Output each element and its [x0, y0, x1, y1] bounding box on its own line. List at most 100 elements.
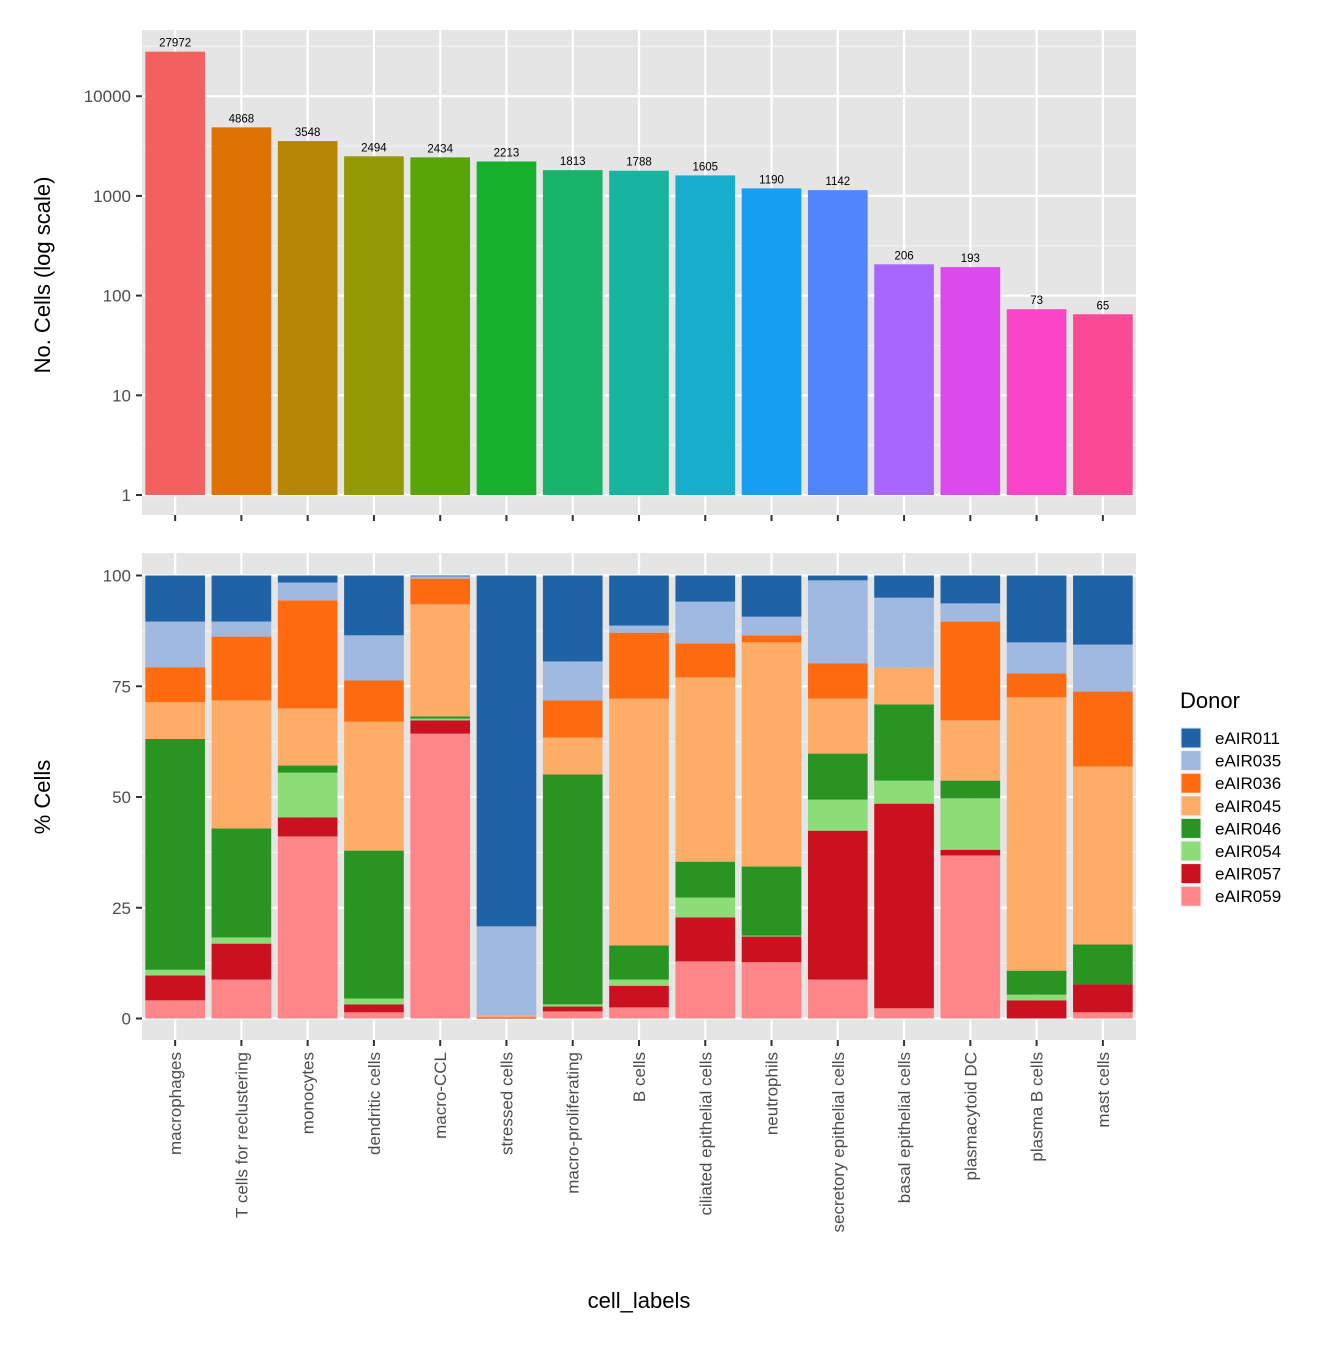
segment-eair046	[741, 866, 802, 936]
top-bar-labels: 27972 4868 3548 2494 2434 2213 1813 1788 1605 119…	[159, 38, 1109, 313]
segment-eair035	[1073, 644, 1133, 692]
segment-eair057	[211, 943, 272, 980]
segment-eair059	[940, 855, 1001, 1019]
segment-eair054	[542, 1004, 603, 1007]
bottom-y-axis: 0 25 50 75 100	[103, 567, 142, 1029]
segment-eair046	[1073, 944, 1133, 985]
segment-eair059	[609, 1007, 669, 1019]
bar-value-label: 1813	[560, 156, 586, 168]
segment-eair035	[1006, 642, 1067, 674]
segment-eair045	[476, 1015, 537, 1018]
segment-eair045	[940, 720, 1001, 781]
segment-eair059	[675, 961, 736, 1019]
segment-eair054	[1006, 994, 1067, 1001]
legend-title: Donor	[1180, 688, 1240, 713]
x-tick-label: dendritic cells	[365, 1052, 384, 1155]
stacked-bar-plasma-b-cells	[1006, 575, 1067, 1019]
bar-plasma-b-cells	[1006, 309, 1067, 495]
segment-eair036	[277, 600, 338, 709]
segment-eair046	[410, 716, 471, 719]
segment-eair011	[542, 575, 603, 662]
segment-eair045	[211, 700, 272, 829]
stacked-bar-neutrophils	[741, 575, 802, 1019]
segment-eair057	[874, 803, 934, 1009]
segment-eair054	[145, 969, 205, 976]
bar-macro-proliferating	[542, 170, 603, 495]
bar-value-label: 1788	[626, 157, 652, 169]
legend-swatch	[1181, 773, 1201, 793]
bar-macrophages	[145, 51, 205, 495]
segment-eair035	[874, 597, 934, 668]
segment-eair035	[410, 576, 471, 579]
x-tick-label: stressed cells	[497, 1052, 516, 1155]
segment-eair046	[145, 738, 205, 970]
bar-macro-ccl	[410, 157, 471, 495]
bar-value-label: 2494	[361, 142, 387, 154]
segment-eair046	[675, 861, 736, 898]
segment-eair035	[277, 582, 338, 601]
bar-value-label: 193	[961, 253, 980, 265]
segment-eair045	[675, 677, 736, 862]
x-tick-label: ciliated epithelial cells	[696, 1052, 715, 1215]
segment-eair054	[741, 935, 802, 937]
segment-eair054	[410, 718, 471, 721]
segment-eair057	[741, 936, 802, 963]
stacked-bar-plasmacytoid-dc	[940, 575, 1001, 1019]
bar-monocytes	[277, 141, 338, 495]
segment-eair057	[1006, 1000, 1067, 1019]
bar-ciliated-epithelial-cells	[675, 175, 736, 496]
x-tick-label: monocytes	[299, 1052, 318, 1134]
segment-eair059	[874, 1008, 934, 1019]
top-y-axis: 1 10 100 1000 10000	[84, 87, 142, 505]
segment-eair011	[476, 575, 537, 927]
segment-eair046	[1006, 970, 1067, 995]
segment-eair035	[940, 603, 1001, 622]
legend-label: eAIR011	[1215, 729, 1280, 748]
segment-eair011	[410, 575, 471, 577]
legend-item-eair046: eAIR046	[1180, 817, 1281, 840]
bottom-panel: 0 25 50 75 100 macrophages T cells for reclus…	[30, 553, 1136, 1313]
bar-value-label: 73	[1030, 295, 1043, 307]
segment-eair036	[675, 643, 736, 678]
legend-swatch	[1181, 751, 1201, 771]
stacked-bar-secretory-epithelial-cells	[807, 575, 868, 1019]
segment-eair036	[741, 635, 802, 643]
segment-eair036	[807, 663, 868, 699]
bar-secretory-epithelial-cells	[807, 190, 868, 495]
legend-label: eAIR046	[1215, 819, 1281, 838]
stacked-bar-dendritic-cells	[344, 575, 404, 1019]
segment-eair045	[741, 642, 802, 867]
x-tick-label: B cells	[630, 1052, 649, 1102]
bottom-stacked-bars	[145, 575, 1133, 1019]
segment-eair046	[277, 765, 338, 773]
segment-eair011	[609, 575, 669, 626]
bar-t-cells-for-reclustering	[211, 127, 272, 495]
stacked-bar-b-cells	[609, 575, 669, 1019]
segment-eair036	[1073, 691, 1133, 767]
stacked-bar-t-cells-for-reclustering	[211, 575, 272, 1019]
legend-label: eAIR036	[1215, 774, 1281, 793]
stacked-bar-stressed-cells	[476, 575, 537, 1019]
segment-eair046	[542, 774, 603, 1005]
legend-item-eair035: eAIR035	[1180, 749, 1281, 772]
stacked-bar-macro-proliferating	[542, 575, 603, 1019]
bar-value-label: 3548	[295, 127, 321, 139]
legend-item-eair045: eAIR045	[1180, 794, 1281, 817]
bar-neutrophils	[741, 188, 802, 495]
bar-dendritic-cells	[344, 156, 404, 496]
bar-value-label: 27972	[159, 38, 191, 50]
bottom-x-axis: macrophages T cells for reclustering monoc…	[166, 1040, 1113, 1232]
segment-eair054	[344, 998, 404, 1005]
stacked-bar-monocytes	[277, 575, 338, 1019]
segment-eair057	[410, 720, 471, 734]
bottom-y-tick-label: 25	[112, 899, 131, 918]
segment-eair035	[741, 616, 802, 636]
x-tick-label: mast cells	[1094, 1052, 1113, 1128]
segment-eair059	[344, 1012, 404, 1019]
segment-eair011	[211, 575, 272, 622]
x-tick-label: basal epithelial cells	[895, 1052, 914, 1203]
stacked-bar-macro-ccl	[410, 575, 471, 1019]
top-x-ticks	[174, 515, 1104, 521]
segment-eair057	[609, 985, 669, 1008]
segment-eair011	[940, 575, 1001, 604]
